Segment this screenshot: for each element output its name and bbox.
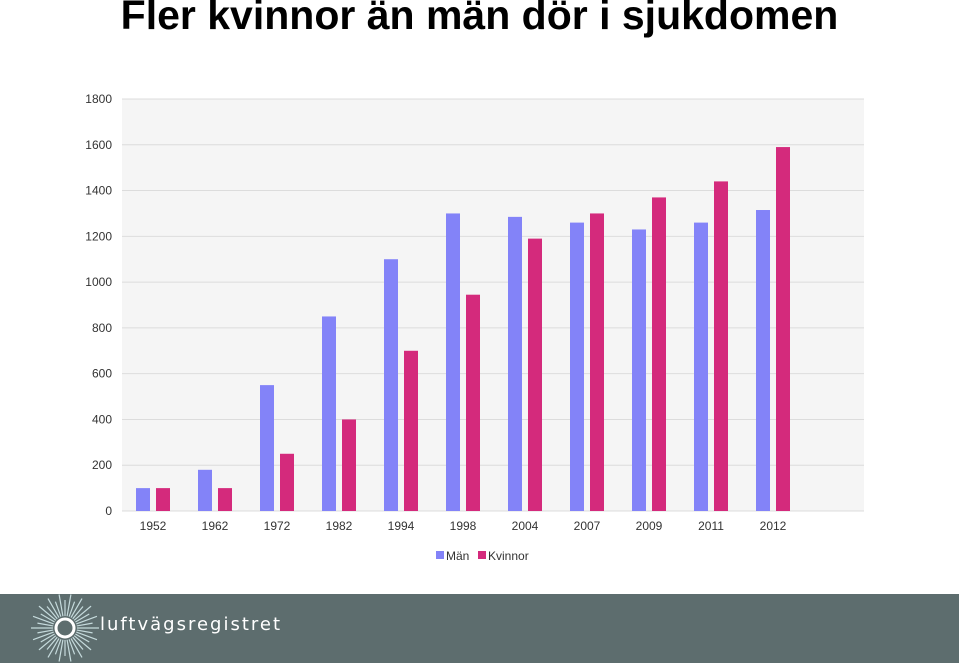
legend-swatch-0 bbox=[436, 551, 444, 559]
footer-bar: luftvägsregistret bbox=[0, 594, 959, 663]
y-tick-label: 1600 bbox=[85, 138, 112, 152]
y-tick-label: 1200 bbox=[85, 229, 112, 243]
legend: Män Kvinnor bbox=[436, 549, 529, 563]
y-tick-label: 400 bbox=[92, 412, 112, 426]
bar-kvinnor-2012 bbox=[776, 147, 790, 512]
y-tick-label: 1000 bbox=[85, 275, 112, 289]
plot-background bbox=[122, 99, 864, 511]
y-tick-label: 1400 bbox=[85, 184, 112, 198]
x-tick-label: 2011 bbox=[698, 519, 724, 533]
bar-man-2004 bbox=[508, 216, 522, 511]
legend-swatch-1 bbox=[478, 551, 486, 559]
bar-kvinnor-2009 bbox=[652, 197, 666, 511]
bar-man-1994 bbox=[384, 259, 398, 511]
x-tick-label: 2009 bbox=[636, 519, 663, 533]
y-tick-label: 600 bbox=[92, 367, 112, 381]
logo-text: luftvägsregistret bbox=[100, 614, 283, 635]
bar-kvinnor-1982 bbox=[342, 419, 356, 511]
x-tick-label: 1982 bbox=[326, 519, 353, 533]
bar-man-2009 bbox=[632, 229, 646, 511]
bar-kvinnor-1994 bbox=[404, 350, 418, 511]
bar-man-1982 bbox=[322, 316, 336, 511]
logo-burst-icon bbox=[31, 594, 99, 662]
bar-kvinnor-1972 bbox=[280, 453, 294, 511]
bar-man-1962 bbox=[198, 469, 212, 511]
y-tick-label: 0 bbox=[105, 504, 112, 518]
x-tick-label: 1998 bbox=[450, 519, 477, 533]
bar-man-1972 bbox=[260, 385, 274, 511]
x-tick-label: 2012 bbox=[760, 519, 787, 533]
x-tick-label: 1994 bbox=[388, 519, 415, 533]
bar-kvinnor-2004 bbox=[528, 238, 542, 511]
y-tick-label: 800 bbox=[92, 321, 112, 335]
x-tick-label: 1952 bbox=[140, 519, 167, 533]
x-tick-label: 2007 bbox=[574, 519, 601, 533]
y-axis-ticks: 0 200 400 600 800 1000 1200 1400 1600 1800 bbox=[85, 92, 112, 518]
bar-man-2007 bbox=[570, 222, 584, 511]
x-tick-label: 2004 bbox=[512, 519, 539, 533]
bar-kvinnor-2011 bbox=[714, 181, 728, 511]
bar-kvinnor-1998 bbox=[466, 294, 480, 511]
bar-man-1952 bbox=[136, 488, 150, 511]
bar-man-2011 bbox=[694, 222, 708, 511]
bar-man-1998 bbox=[446, 213, 460, 511]
slide-title: Fler kvinnor än män dör i sjukdomen bbox=[120, 0, 839, 38]
x-tick-label: 1962 bbox=[202, 519, 229, 533]
bar-kvinnor-1952 bbox=[156, 488, 170, 511]
bar-kvinnor-1962 bbox=[218, 488, 232, 511]
bar-kvinnor-2007 bbox=[590, 213, 604, 511]
y-tick-label: 200 bbox=[92, 458, 112, 472]
y-tick-label: 1800 bbox=[85, 92, 112, 106]
bar-man-2012 bbox=[756, 210, 770, 511]
x-tick-label: 1972 bbox=[264, 519, 291, 533]
legend-label-1: Kvinnor bbox=[488, 549, 529, 563]
legend-label-0: Män bbox=[446, 549, 469, 563]
x-axis-ticks: 1952 1962 1972 1982 1994 1998 2004 2007 2009 2011… bbox=[140, 519, 787, 533]
bars bbox=[136, 147, 790, 512]
gridlines bbox=[122, 98, 864, 512]
